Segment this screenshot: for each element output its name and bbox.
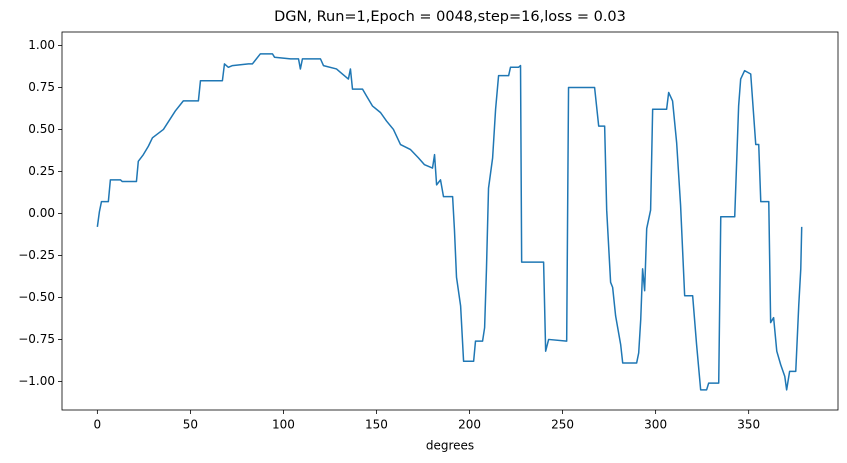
y-tick-label: 0.75 [28,80,55,94]
x-tick-label: 0 [94,418,102,432]
y-tick-label: −0.75 [18,332,55,346]
y-tick-label: 0.50 [28,122,55,136]
x-tick-label: 200 [458,418,481,432]
y-tick-label: 0.25 [28,164,55,178]
x-tick-label: 350 [737,418,760,432]
x-axis-label: degrees [426,439,474,453]
x-tick-label: 150 [365,418,388,432]
x-tick-label: 300 [644,418,667,432]
x-tick-label: 50 [183,418,198,432]
x-tick-label: 250 [551,418,574,432]
chart-title: DGN, Run=1,Epoch = 0048,step=16,loss = 0… [274,9,626,25]
y-tick-label: −1.00 [18,374,55,388]
plot-frame [61,31,839,411]
data-line [96,53,803,391]
y-tick-label: −0.25 [18,248,55,262]
x-tick-label: 100 [272,418,295,432]
y-tick-label: −0.50 [18,290,55,304]
y-tick-label: 1.00 [28,38,55,52]
y-tick-label: 0.00 [28,206,55,220]
